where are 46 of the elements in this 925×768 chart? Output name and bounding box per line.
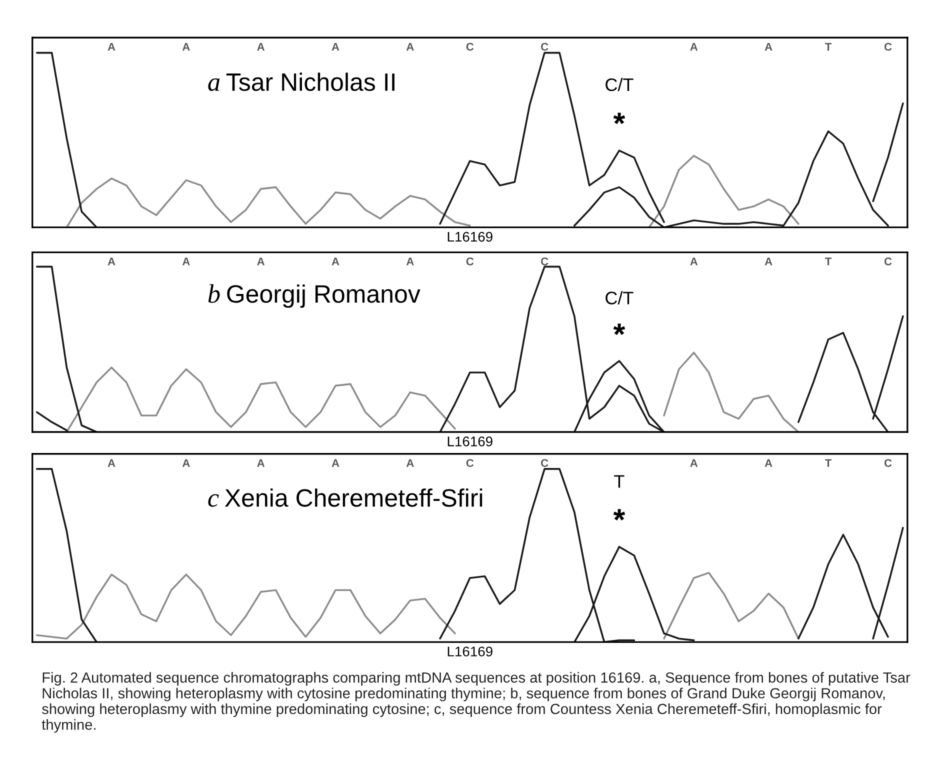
annotation: * (613, 324, 626, 335)
x-tick-label: C (466, 459, 474, 467)
x-tick-label: C (541, 258, 548, 266)
text: b Georgij Romanov (208, 284, 420, 308)
x-tick-label: A (764, 258, 772, 266)
x-tick-label: T (825, 258, 832, 266)
x-tick-label: C (541, 459, 548, 467)
x-tick-label: A (257, 459, 265, 467)
x-tick-label: A (182, 459, 190, 467)
annotation: T (614, 475, 624, 488)
x-tick-label: A (406, 42, 414, 51)
annotation: * (613, 112, 626, 124)
x-tick-label: A (406, 459, 414, 467)
x-tick-label: C (884, 42, 892, 51)
x-axis-title: L16169 (448, 646, 492, 656)
x-tick-label: A (764, 459, 772, 467)
x-tick-label: T (825, 459, 832, 467)
x-tick-label: A (332, 258, 340, 266)
x-tick-label: A (182, 258, 190, 266)
x-tick-label: A (332, 459, 340, 467)
x-tick-label: T (825, 42, 832, 51)
annotation: C/T (606, 78, 634, 92)
x-tick-label: C (466, 42, 474, 51)
x-tick-label: A (332, 42, 340, 51)
x-tick-label: A (108, 42, 116, 51)
x-tick-label: C (541, 42, 548, 51)
x-tick-label: A (690, 42, 698, 51)
x-tick-label: A (257, 42, 265, 51)
x-tick-label: A (406, 258, 414, 266)
x-tick-label: C (884, 258, 892, 266)
x-tick-label: A (690, 459, 698, 467)
text: c Xenia Cheremeteff-Sfiri (208, 488, 482, 507)
x-tick-label: A (690, 258, 698, 266)
x-tick-label: A (182, 42, 190, 51)
annotation: * (613, 509, 626, 520)
x-tick-label: A (764, 42, 772, 51)
x-tick-label: A (257, 258, 265, 266)
text: a Tsar Nicholas II (208, 72, 394, 92)
x-tick-label: A (108, 258, 116, 266)
x-tick-label: C (884, 459, 892, 467)
x-axis-title: L16169 (448, 436, 492, 446)
x-axis-title: L16169 (448, 232, 492, 242)
x-tick-label: C (466, 258, 474, 266)
x-tick-label: A (108, 459, 116, 467)
caption: Fig. 2 Automated sequence chromatographs comparing mtDNA sequences at position 16169. a, Sequence from bones of putative Tsar Nicholas II, showing heteroplasmy with cytosine predominating thymine; b, sequence from bones of Grand Duke Georgij Romanov, showing heteroplasmy with thymine predominating cytosine; c, sequence from Countess Xenia Cheremeteff-Sfiri, homoplasmic for thymine. (42, 672, 910, 733)
annotation: C/T (606, 291, 634, 304)
